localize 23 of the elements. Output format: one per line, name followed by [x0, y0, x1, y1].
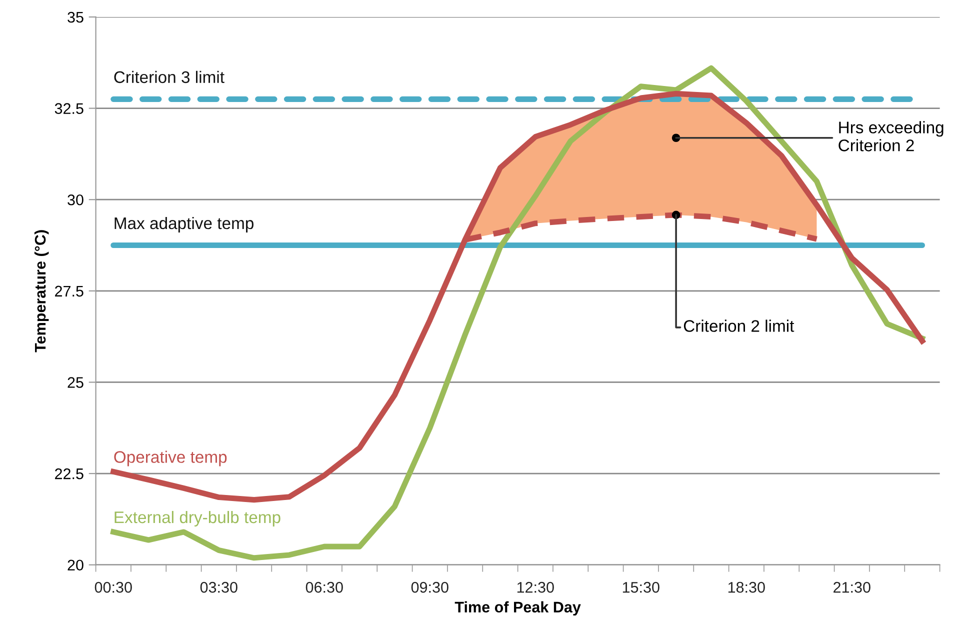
- y-tick-label: 35: [68, 12, 84, 23]
- x-tick-label: 12:30: [517, 582, 554, 593]
- x-tick-label: 18:30: [728, 582, 765, 593]
- text: Criterion 2 limit: [684, 320, 794, 332]
- series-label: External dry-bulb temp: [114, 510, 280, 526]
- series-label: Operative temp: [114, 450, 227, 466]
- x-tick-label: 09:30: [411, 582, 448, 593]
- ref-line-label: Max adaptive temp: [114, 216, 254, 232]
- x-tick-label: 03:30: [200, 582, 238, 593]
- x-axis-title: Time of Peak Day: [454, 601, 581, 616]
- x-tick-label: 21:30: [834, 582, 870, 593]
- y-tick-label: 27.5: [55, 286, 84, 297]
- x-tick-label: 06:30: [306, 582, 343, 593]
- x-tick-label: 15:30: [622, 582, 660, 593]
- y-axis-title: Temperature (°C): [34, 230, 49, 352]
- x-tick-label: 00:30: [94, 582, 132, 593]
- annotation: Hrs exceeding Criterion 2: [838, 121, 944, 152]
- ref-line-label: Criterion 3 limit: [114, 70, 224, 84]
- y-tick-label: 20: [68, 560, 84, 571]
- y-tick-label: 32.5: [54, 103, 84, 114]
- y-tick-label: 22.5: [55, 468, 84, 480]
- y-tick-label: 30: [68, 194, 84, 206]
- y-tick-label: 25: [68, 377, 84, 388]
